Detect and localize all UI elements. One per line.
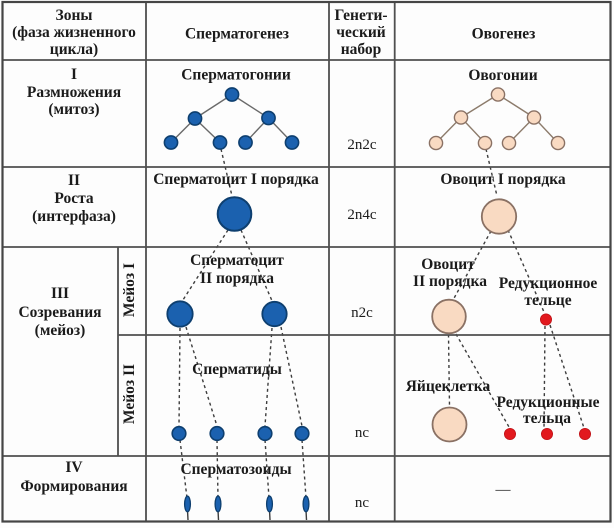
svg-text:Сперматиды: Сперматиды xyxy=(192,361,282,378)
svg-text:Формирования: Формирования xyxy=(20,478,127,495)
svg-text:nc: nc xyxy=(355,495,370,511)
svg-text:Овоцит: Овоцит xyxy=(421,256,475,273)
svg-text:Мейоз I: Мейоз I xyxy=(121,263,138,317)
svg-text:Овогенез: Овогенез xyxy=(472,26,536,43)
svg-text:набор: набор xyxy=(341,41,382,58)
svg-text:II порядка: II порядка xyxy=(200,270,274,287)
svg-text:Размножения: Размножения xyxy=(27,84,121,101)
svg-text:2n4c: 2n4c xyxy=(347,207,377,223)
svg-text:Сперматогенез: Сперматогенез xyxy=(185,26,289,43)
svg-text:II порядка: II порядка xyxy=(413,273,487,290)
svg-text:Сперматоцит: Сперматоцит xyxy=(190,252,284,269)
svg-text:I: I xyxy=(71,66,77,83)
svg-text:Овогонии: Овогонии xyxy=(468,67,537,84)
svg-text:(мейоз): (мейоз) xyxy=(35,322,86,339)
svg-text:Редукционное: Редукционное xyxy=(499,275,598,292)
svg-text:Сперматоцит I порядка: Сперматоцит I порядка xyxy=(153,171,319,188)
svg-text:Созревания: Созревания xyxy=(18,304,101,321)
svg-text:(митоз): (митоз) xyxy=(48,101,99,118)
svg-text:Генети-: Генети- xyxy=(334,7,387,24)
svg-text:nc: nc xyxy=(355,425,370,441)
svg-text:II: II xyxy=(68,172,80,189)
svg-text:Зоны: Зоны xyxy=(56,7,93,24)
svg-text:ческий: ческий xyxy=(336,24,386,41)
svg-text:—: — xyxy=(495,482,512,498)
svg-text:Яйцеклетка: Яйцеклетка xyxy=(406,378,491,395)
svg-text:IV: IV xyxy=(65,459,83,476)
svg-text:2n2c: 2n2c xyxy=(347,137,377,153)
svg-text:тельце: тельце xyxy=(524,292,571,309)
svg-text:Мейоз II: Мейоз II xyxy=(121,364,138,424)
svg-text:(фаза жизненного: (фаза жизненного xyxy=(12,24,136,41)
svg-text:Роста: Роста xyxy=(54,190,94,207)
svg-text:n2c: n2c xyxy=(351,305,373,321)
svg-text:тельца: тельца xyxy=(523,410,571,427)
svg-text:Сперматозоиды: Сперматозоиды xyxy=(180,461,291,478)
svg-text:(интерфаза): (интерфаза) xyxy=(32,208,116,225)
svg-text:Овоцит I порядка: Овоцит I порядка xyxy=(440,171,566,188)
svg-text:цикла): цикла) xyxy=(50,41,98,58)
svg-text:III: III xyxy=(51,285,69,302)
svg-text:Сперматогонии: Сперматогонии xyxy=(181,67,291,84)
svg-text:Редукционные: Редукционные xyxy=(497,394,600,411)
